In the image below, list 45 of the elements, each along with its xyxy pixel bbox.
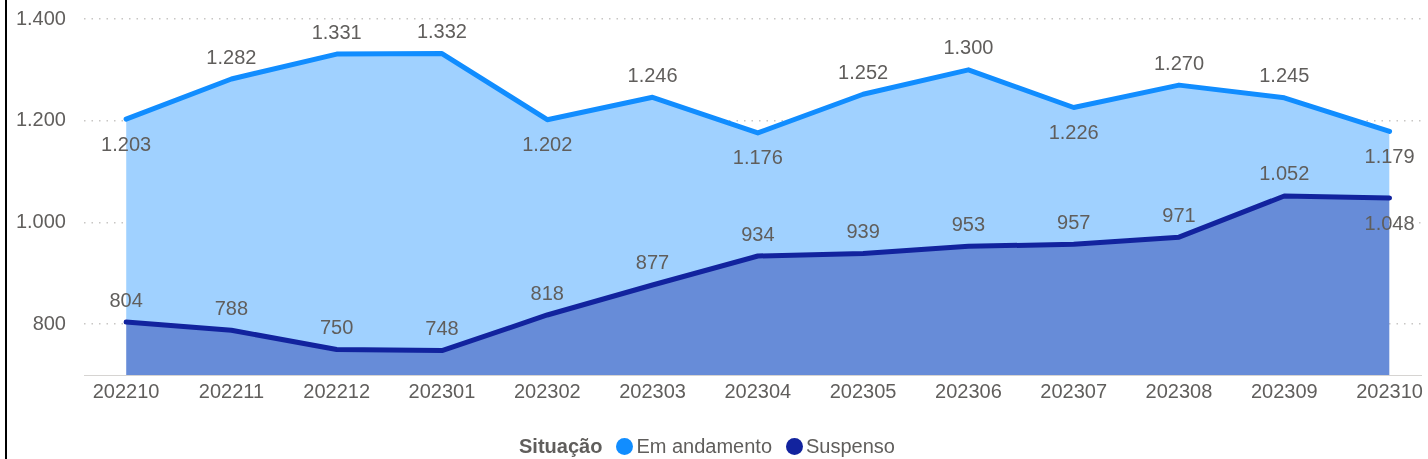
- data-label: 1.246: [627, 63, 678, 86]
- data-label: 1.282: [206, 45, 257, 68]
- x-tick-label: 202211: [198, 379, 265, 402]
- data-label: 1.300: [943, 36, 994, 59]
- y-tick-label: 1.000: [15, 209, 66, 232]
- x-tick-label: 202301: [408, 379, 476, 402]
- y-tick-label: 1.400: [15, 6, 66, 29]
- x-tick-label: 202305: [829, 379, 897, 402]
- data-label: 1.203: [101, 132, 152, 155]
- data-label: 750: [320, 316, 354, 339]
- data-label: 1.252: [838, 60, 889, 83]
- data-label: 1.332: [416, 20, 468, 43]
- x-tick-label: 202309: [1250, 379, 1318, 402]
- x-tick-label: 202310: [1356, 379, 1423, 402]
- data-label: 818: [530, 281, 564, 304]
- x-tick-label: 202302: [513, 379, 581, 402]
- data-label: 953: [951, 212, 986, 235]
- legend-title: Situação: [519, 434, 603, 458]
- data-label: 748: [425, 317, 459, 340]
- x-tick-label: 202212: [303, 379, 371, 402]
- y-tick-label: 800: [32, 311, 66, 334]
- data-label: 1.202: [522, 133, 573, 156]
- data-label: 939: [846, 219, 880, 242]
- x-tick-label: 202304: [724, 379, 792, 402]
- data-label: 1.245: [1259, 64, 1310, 87]
- x-tick-label: 202303: [619, 379, 686, 402]
- data-label: 1.179: [1364, 144, 1415, 167]
- data-label: 1.331: [311, 20, 362, 43]
- x-tick-label: 202308: [1145, 379, 1213, 402]
- data-label: 877: [635, 251, 670, 274]
- x-tick-label: 202307: [1040, 379, 1108, 402]
- data-label: 957: [1057, 210, 1091, 233]
- data-label: 1.176: [732, 146, 783, 169]
- legend-label: Suspenso: [806, 434, 895, 458]
- data-label: 788: [214, 296, 249, 319]
- data-label: 804: [109, 288, 143, 311]
- x-tick-label: 202306: [935, 379, 1002, 402]
- y-tick-label: 1.200: [15, 108, 66, 131]
- legend-label: Em andamento: [636, 434, 773, 458]
- data-label: 1.226: [1048, 121, 1099, 144]
- data-label: 971: [1162, 203, 1196, 226]
- data-label: 934: [741, 222, 775, 245]
- data-label: 1.052: [1259, 162, 1310, 185]
- x-tick-label: 202210: [92, 379, 160, 402]
- data-label: 1.270: [1153, 51, 1205, 74]
